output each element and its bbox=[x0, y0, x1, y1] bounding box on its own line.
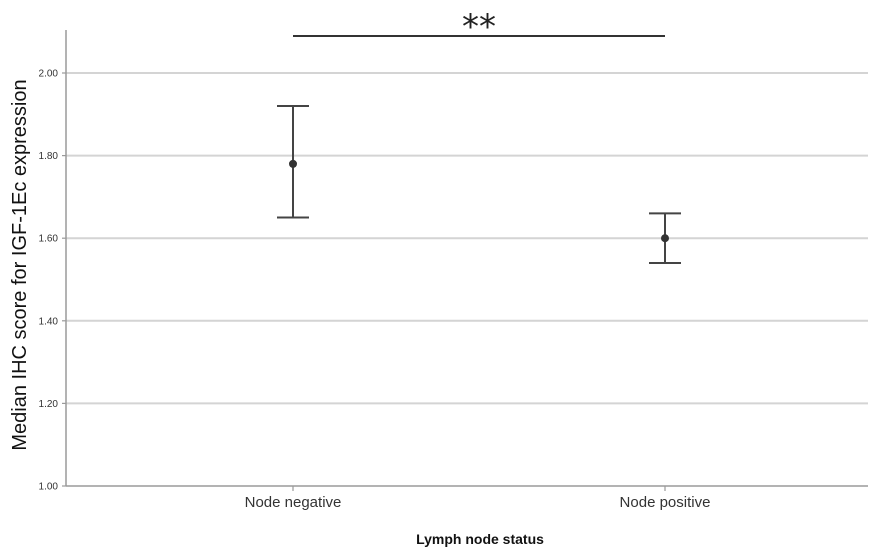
y-tick-label: 2.00 bbox=[39, 69, 59, 80]
significance-annotation: ** bbox=[293, 7, 665, 47]
significance-stars: ** bbox=[462, 7, 496, 47]
y-tick-label: 1.20 bbox=[39, 399, 59, 410]
x-axis-ticks: Node negative Node positive bbox=[245, 486, 711, 511]
y-axis-title: Median IHC score for IGF-1Ec expression bbox=[9, 79, 31, 450]
x-axis-title: Lymph node status bbox=[416, 531, 544, 547]
median-point bbox=[289, 159, 297, 168]
y-tick-label: 1.60 bbox=[39, 234, 59, 245]
y-tick-label: 1.40 bbox=[39, 316, 59, 327]
x-tick-label: Node positive bbox=[620, 494, 711, 511]
gridlines bbox=[66, 72, 868, 405]
error-bars bbox=[277, 105, 681, 264]
y-tick-label: 1.80 bbox=[39, 151, 59, 162]
x-tick-label: Node negative bbox=[245, 494, 342, 511]
y-axis-ticks: 1.00 1.20 1.40 1.60 1.80 2.00 bbox=[39, 69, 66, 493]
error-bar-node-positive bbox=[649, 212, 681, 264]
y-tick-label: 1.00 bbox=[39, 482, 59, 493]
median-point bbox=[661, 234, 669, 243]
error-bar-node-negative bbox=[277, 105, 309, 219]
